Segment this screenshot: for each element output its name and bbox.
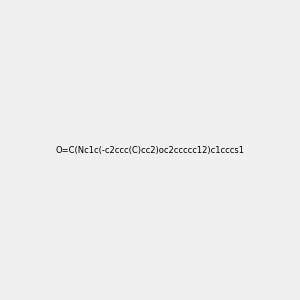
Text: O=C(Nc1c(-c2ccc(C)cc2)oc2ccccc12)c1cccs1: O=C(Nc1c(-c2ccc(C)cc2)oc2ccccc12)c1cccs1: [56, 146, 244, 154]
